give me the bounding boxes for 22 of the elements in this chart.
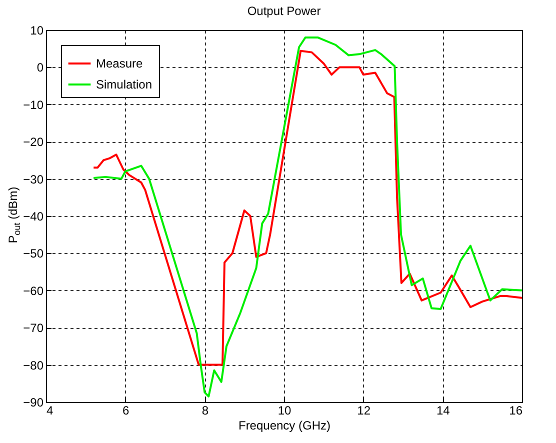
y-tick-label: −90 xyxy=(23,396,44,410)
y-tick-label: −20 xyxy=(23,135,44,150)
x-tick-label: 4 xyxy=(46,404,54,418)
y-tick-label: −80 xyxy=(23,358,44,372)
y-tick-label: 10 xyxy=(30,24,44,38)
legend-label: Measure xyxy=(96,56,144,70)
x-tick-label: 14 xyxy=(436,404,450,418)
y-tick-label: −10 xyxy=(23,98,44,112)
y-tick-label: −50 xyxy=(23,246,44,261)
x-tick-label: 16 xyxy=(509,404,523,418)
x-tick-label: 12 xyxy=(357,404,371,418)
y-tick-label: −40 xyxy=(23,210,44,224)
x-tick-label: 6 xyxy=(122,404,130,418)
y-tick-label: 0 xyxy=(36,60,44,75)
y-tick-label: −60 xyxy=(23,284,44,298)
legend-label: Simulation xyxy=(96,78,152,92)
x-tick-label: 10 xyxy=(278,404,292,418)
x-tick-label: 8 xyxy=(202,404,209,418)
y-tick-label: −30 xyxy=(23,172,44,186)
y-tick-label: −70 xyxy=(23,321,44,336)
x-axis-title: Frequency (GHz) xyxy=(238,418,331,432)
chart-title: Output Power xyxy=(247,4,321,18)
